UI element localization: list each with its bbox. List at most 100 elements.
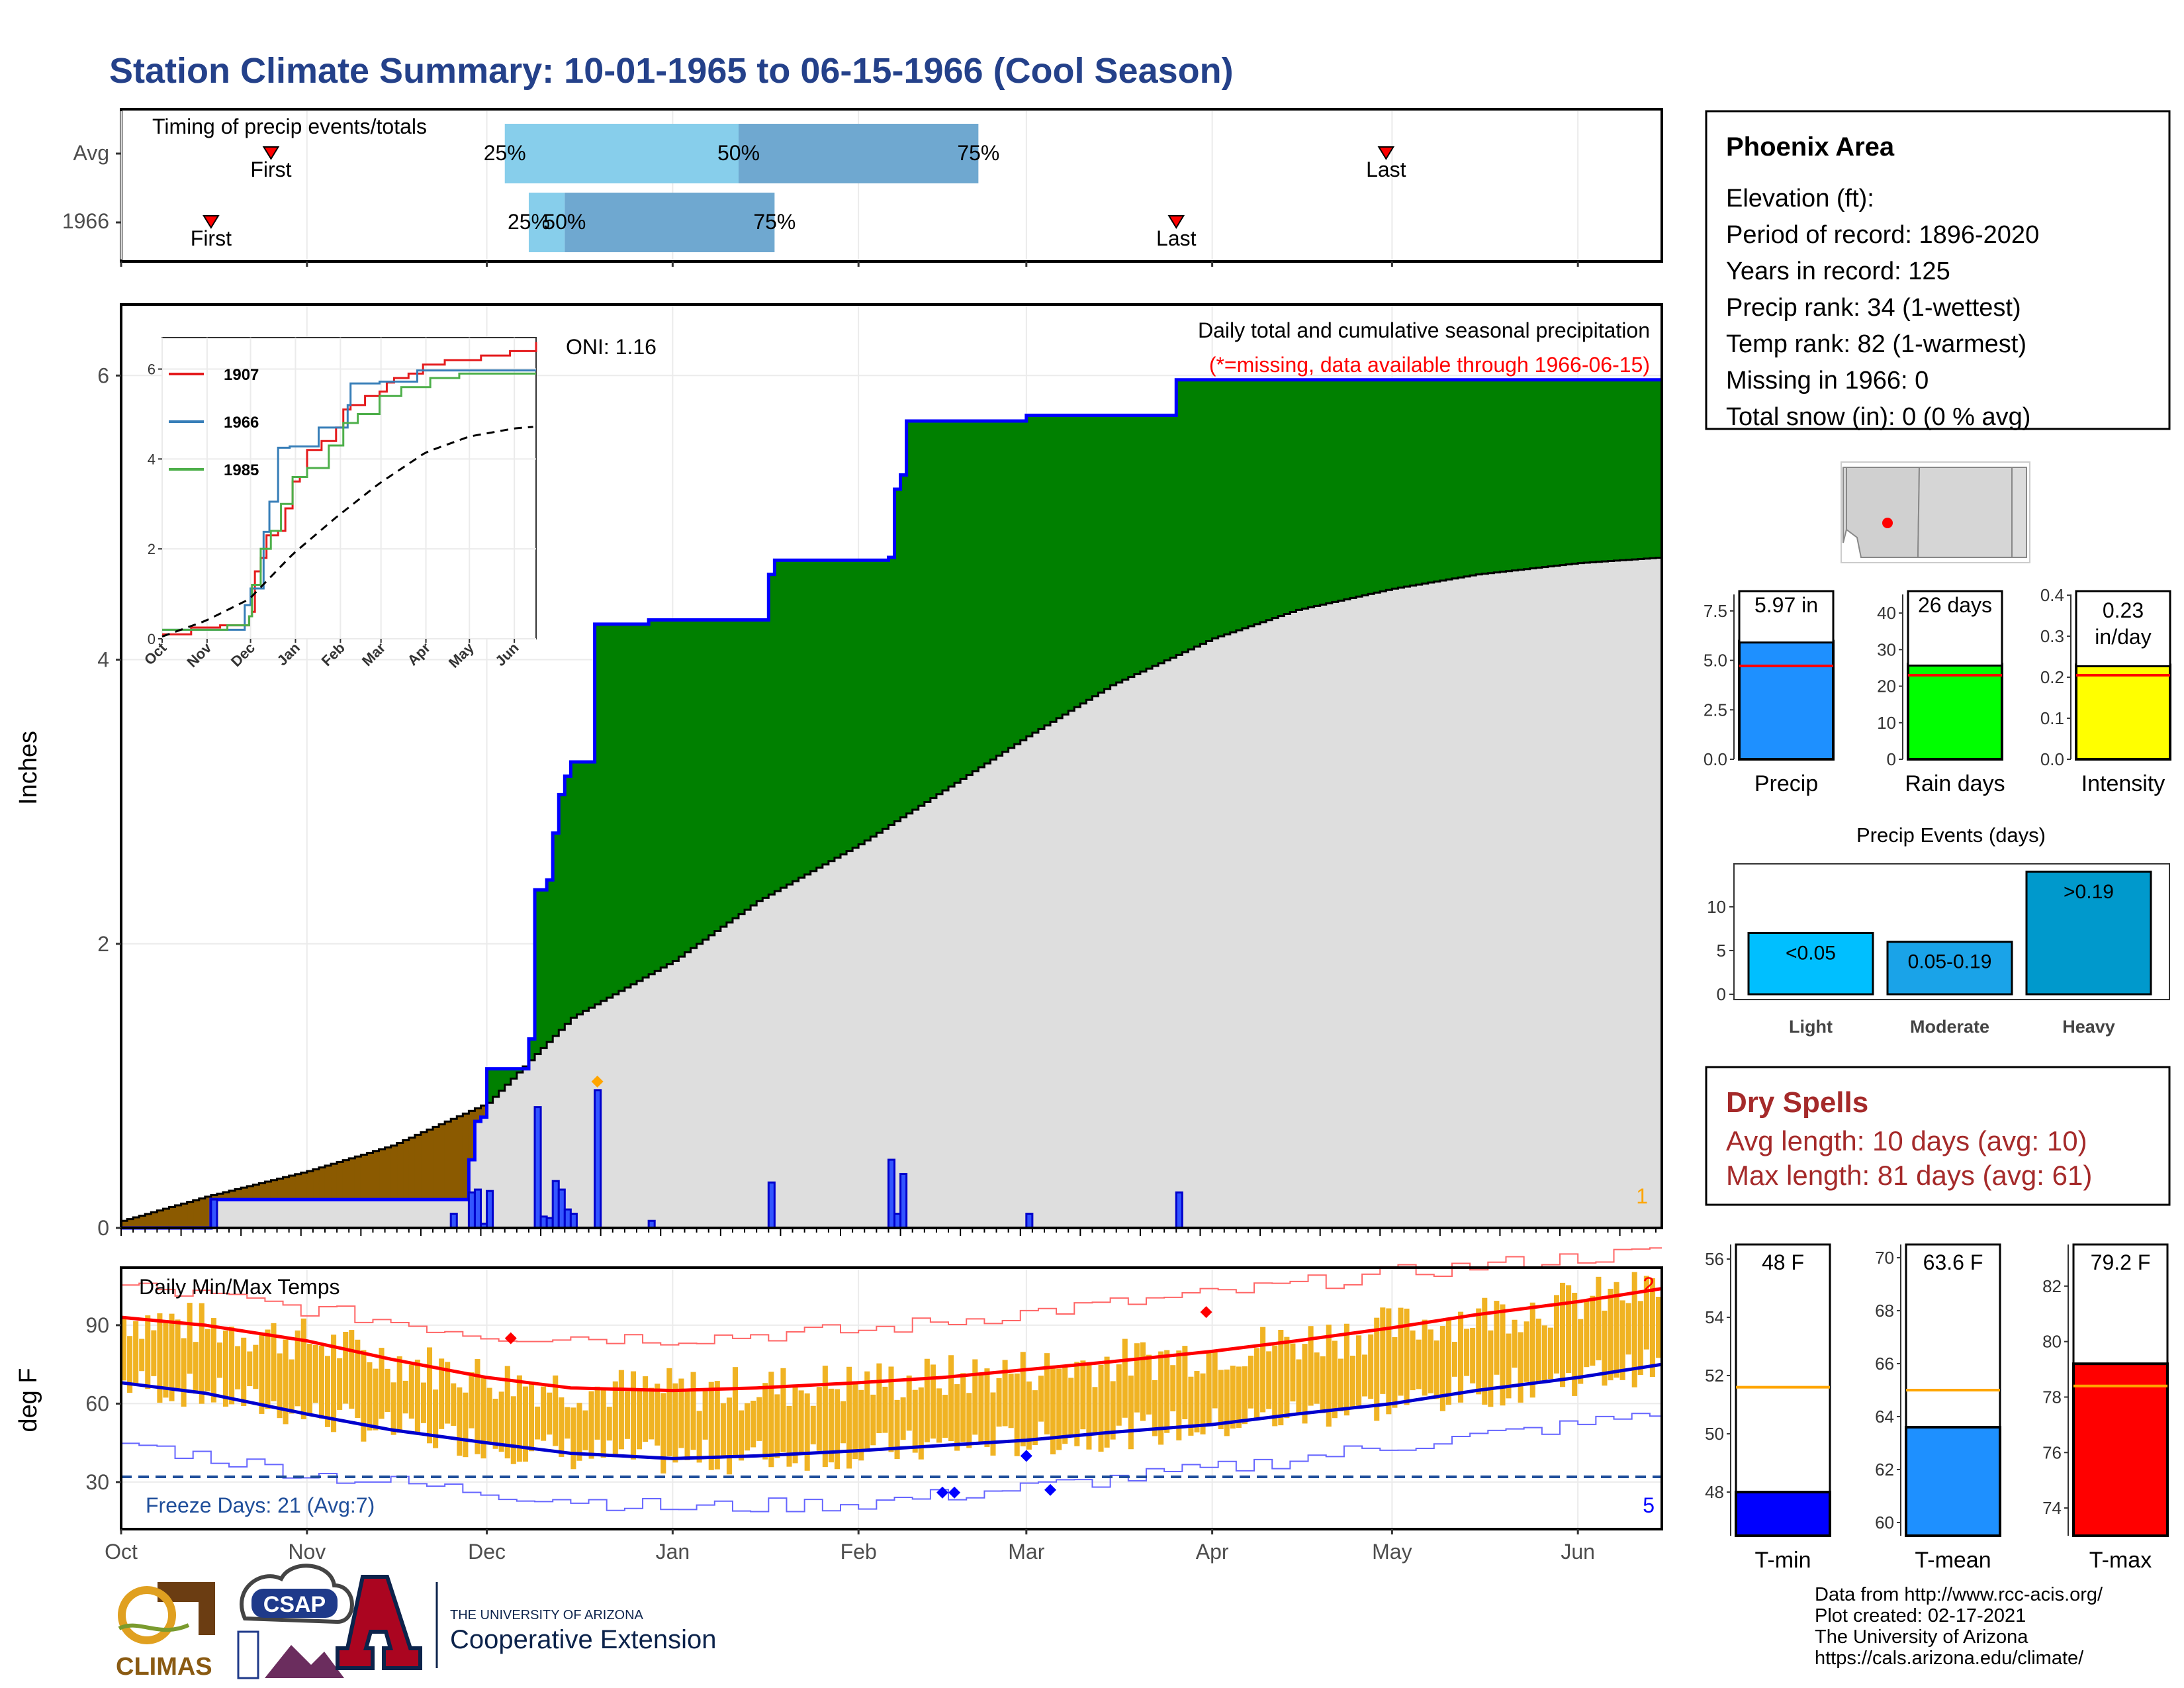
temp-daily-bar (786, 1405, 792, 1467)
inset-y-tick-label: 4 (148, 451, 156, 467)
temp-daily-bar (1380, 1307, 1386, 1394)
temp-daily-bar (649, 1387, 655, 1440)
temp-summary-y-tick-label: 78 (2042, 1387, 2062, 1407)
climas-logo-sun (118, 1586, 176, 1644)
summary-bar-precip (1738, 639, 1835, 761)
summary-value-label: 0.23 (2103, 598, 2144, 622)
temp-daily-bar (1433, 1340, 1439, 1399)
station-line: Years in record: 125 (1726, 258, 1950, 285)
inset-x-tick-label: Oct (141, 639, 170, 668)
timing-label-75: 75% (753, 210, 796, 234)
station-line: Temp rank: 82 (1-warmest) (1726, 330, 2026, 358)
temp-daily-bar (858, 1389, 864, 1461)
climas-logo: CLIMAS (116, 1582, 215, 1681)
inset-y-tick-label: 0 (148, 631, 156, 647)
temp-y-tick-label: 30 (85, 1470, 109, 1494)
temp-daily-bar (1488, 1330, 1494, 1407)
temp-ylabel: deg F (15, 1368, 42, 1432)
climas-logo-wave (118, 1623, 190, 1632)
precip-daily-bar (486, 1190, 494, 1229)
temp-summary-bar-label: T-max (2089, 1548, 2152, 1573)
temp-daily-bar (1218, 1370, 1224, 1430)
precip-daily-bar (449, 1213, 458, 1229)
events-y-tick-label: 5 (1717, 941, 1726, 961)
precip-cumulative-line (121, 378, 1662, 1230)
temp-summary-y-tick-label: 74 (2042, 1498, 2062, 1518)
temp-corner-top: 2 (1643, 1273, 1655, 1297)
temp-daily-bar (295, 1330, 300, 1407)
temp-summary-bar-label: T-min (1755, 1548, 1811, 1573)
temp-daily-bar (990, 1392, 996, 1456)
temp-daily-bar (570, 1407, 576, 1470)
temp-daily-bar (433, 1389, 439, 1448)
temp-daily-bar (1170, 1365, 1176, 1412)
precip-panel: 0 2 4 6 Inches Daily total and cumulative s… (15, 303, 1663, 1240)
temp-x-tick-label: Oct (105, 1540, 138, 1564)
temp-daily-bar (420, 1382, 426, 1423)
events-content: 0 5 10 <0.05 Light 0.05-0.19 Moderate >0.19 Heav… (1707, 863, 2170, 1037)
summary-value-box (2075, 590, 2171, 668)
station-line: Missing in 1966: 0 (1726, 367, 1929, 395)
temp-daily-bar (1254, 1348, 1260, 1419)
precip-daily-bar (473, 1188, 482, 1229)
temp-daily-bar (385, 1368, 390, 1412)
footer-line: https://cals.arizona.edu/climate/ (1815, 1648, 2084, 1669)
timing-marker-last (1377, 146, 1395, 160)
temp-daily-bar (960, 1373, 966, 1442)
summary-y-tick-label: 0.3 (2040, 626, 2064, 646)
temp-daily-bar (1140, 1342, 1146, 1421)
temp-daily-bar (1619, 1300, 1625, 1380)
temp-summary-y-tick-label: 48 (1705, 1482, 1724, 1502)
temp-daily-bar (1152, 1380, 1158, 1436)
temp-daily-bar (660, 1393, 666, 1474)
inset-series-1985 (162, 372, 536, 631)
temp-summary-y-tick-label: 68 (1875, 1301, 1894, 1321)
temp-daily-bar (175, 1319, 181, 1390)
temp-x-tick-label: Nov (288, 1540, 326, 1564)
precip-max-marker (591, 1075, 604, 1088)
summary-value-label: in/day (2095, 625, 2151, 649)
timing-label-last: Last (1156, 226, 1197, 250)
temp-daily-bar (870, 1394, 876, 1446)
precip-heading: Daily total and cumulative seasonal prec… (1198, 318, 1650, 342)
temp-daily-bar (127, 1336, 133, 1393)
temp-daily-bar (876, 1363, 882, 1434)
temp-daily-bar (612, 1381, 618, 1456)
temp-daily-bar (1296, 1359, 1302, 1415)
temp-daily-bar (361, 1350, 367, 1442)
temp-daily-bar (349, 1330, 355, 1409)
temp-daily-bar (1500, 1304, 1506, 1406)
temp-daily-bar (463, 1392, 469, 1458)
temp-daily-bar (1349, 1355, 1356, 1409)
temp-daily-bar (306, 1343, 312, 1415)
summary-value-box (1907, 590, 2003, 667)
temp-daily-bar (1560, 1282, 1566, 1387)
summary-y-tick-label: 0.2 (2040, 667, 2064, 687)
temp-daily-bar (1368, 1334, 1374, 1399)
temp-daily-bar (1625, 1303, 1631, 1355)
temp-daily-bar (1590, 1295, 1596, 1366)
temp-record-marker (1044, 1483, 1057, 1496)
temp-daily-bar (655, 1383, 660, 1446)
temp-daily-bar (408, 1364, 414, 1419)
events-bar-label: <0.05 (1786, 943, 1836, 964)
temp-daily-bar (1602, 1310, 1608, 1386)
temp-daily-bar (1343, 1323, 1349, 1416)
temp-daily-bar (1116, 1364, 1122, 1426)
temp-daily-bar (1614, 1282, 1619, 1378)
temp-daily-bar (1062, 1367, 1068, 1444)
temp-daily-bar (637, 1389, 643, 1450)
timing-row-avg-label: Avg (73, 141, 109, 165)
temp-daily-bar (1068, 1378, 1074, 1436)
temp-daily-bar (277, 1353, 283, 1419)
temp-daily-bar (271, 1323, 277, 1401)
temp-daily-bar (1553, 1295, 1560, 1374)
temp-daily-bar (229, 1327, 235, 1405)
precip-y-tick-label: 6 (97, 363, 109, 387)
temp-daily-bar (528, 1383, 535, 1452)
temp-summary-bar-label: T-mean (1915, 1548, 1991, 1573)
temp-daily-bar (181, 1338, 187, 1407)
inset-legend-label: 1985 (224, 461, 259, 479)
ua-small-text: THE UNIVERSITY OF ARIZONA (450, 1608, 644, 1622)
temp-daily-bar (1374, 1317, 1380, 1421)
